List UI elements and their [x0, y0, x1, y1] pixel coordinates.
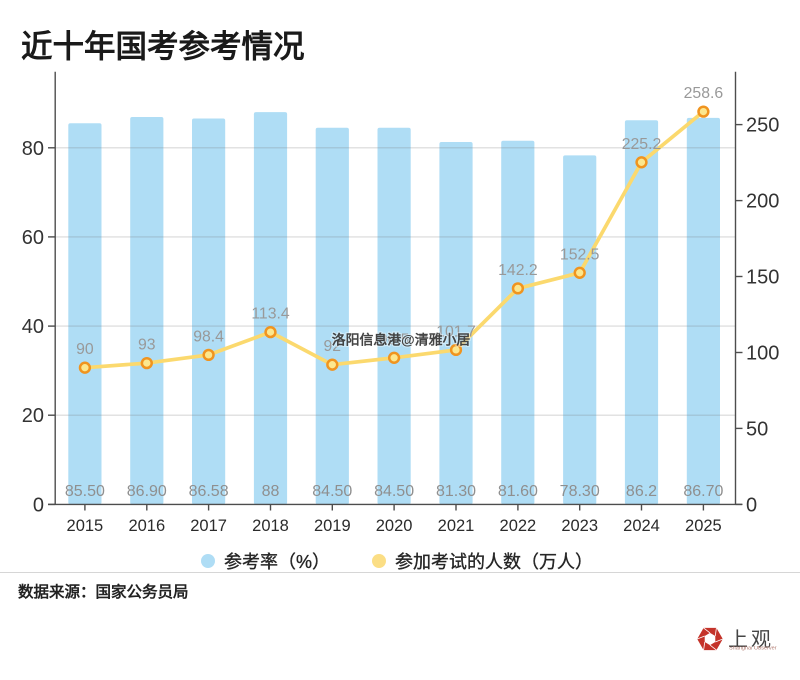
svg-text:81.30: 81.30	[436, 483, 476, 500]
svg-text:40: 40	[22, 316, 44, 338]
svg-text:88: 88	[262, 483, 280, 500]
svg-text:2017: 2017	[190, 517, 227, 535]
svg-text:2019: 2019	[314, 517, 351, 535]
svg-text:200: 200	[746, 191, 779, 213]
svg-text:84.50: 84.50	[374, 483, 414, 500]
svg-text:2020: 2020	[376, 517, 413, 535]
svg-text:90: 90	[76, 341, 94, 358]
svg-text:85.50: 85.50	[65, 483, 105, 500]
svg-text:93: 93	[138, 337, 156, 354]
svg-text:洛阳信息港@清雅小居: 洛阳信息港@清雅小居	[332, 332, 471, 348]
svg-text:2023: 2023	[561, 517, 598, 535]
svg-text:225.2: 225.2	[622, 136, 662, 153]
svg-text:101.7: 101.7	[436, 323, 476, 340]
svg-text:86.90: 86.90	[127, 483, 167, 500]
svg-text:86.2: 86.2	[626, 483, 657, 500]
svg-text:2024: 2024	[623, 517, 660, 535]
svg-text:250: 250	[746, 115, 779, 137]
svg-text:50: 50	[746, 418, 768, 440]
svg-text:20: 20	[22, 405, 44, 427]
svg-text:81.60: 81.60	[498, 483, 538, 500]
svg-text:78.30: 78.30	[560, 483, 600, 500]
svg-text:2015: 2015	[67, 517, 104, 535]
svg-text:92: 92	[324, 338, 342, 355]
svg-text:96.5: 96.5	[379, 331, 410, 348]
svg-text:0: 0	[33, 494, 44, 516]
svg-text:84.50: 84.50	[312, 483, 352, 500]
svg-text:86.70: 86.70	[683, 483, 723, 500]
svg-text:2022: 2022	[500, 517, 537, 535]
svg-text:80: 80	[22, 138, 44, 160]
svg-text:152.5: 152.5	[560, 246, 600, 263]
svg-text:258.6: 258.6	[684, 85, 724, 102]
svg-text:100: 100	[746, 343, 779, 365]
svg-text:150: 150	[746, 267, 779, 289]
svg-text:113.4: 113.4	[251, 306, 290, 323]
svg-text:98.4: 98.4	[193, 328, 224, 345]
svg-text:2018: 2018	[252, 517, 289, 535]
svg-text:0: 0	[746, 494, 757, 516]
svg-text:2025: 2025	[685, 517, 722, 535]
svg-text:2021: 2021	[438, 517, 475, 535]
svg-text:142.2: 142.2	[498, 262, 538, 279]
svg-text:86.58: 86.58	[189, 483, 229, 500]
svg-text:2016: 2016	[128, 517, 165, 535]
svg-text:60: 60	[22, 227, 44, 249]
